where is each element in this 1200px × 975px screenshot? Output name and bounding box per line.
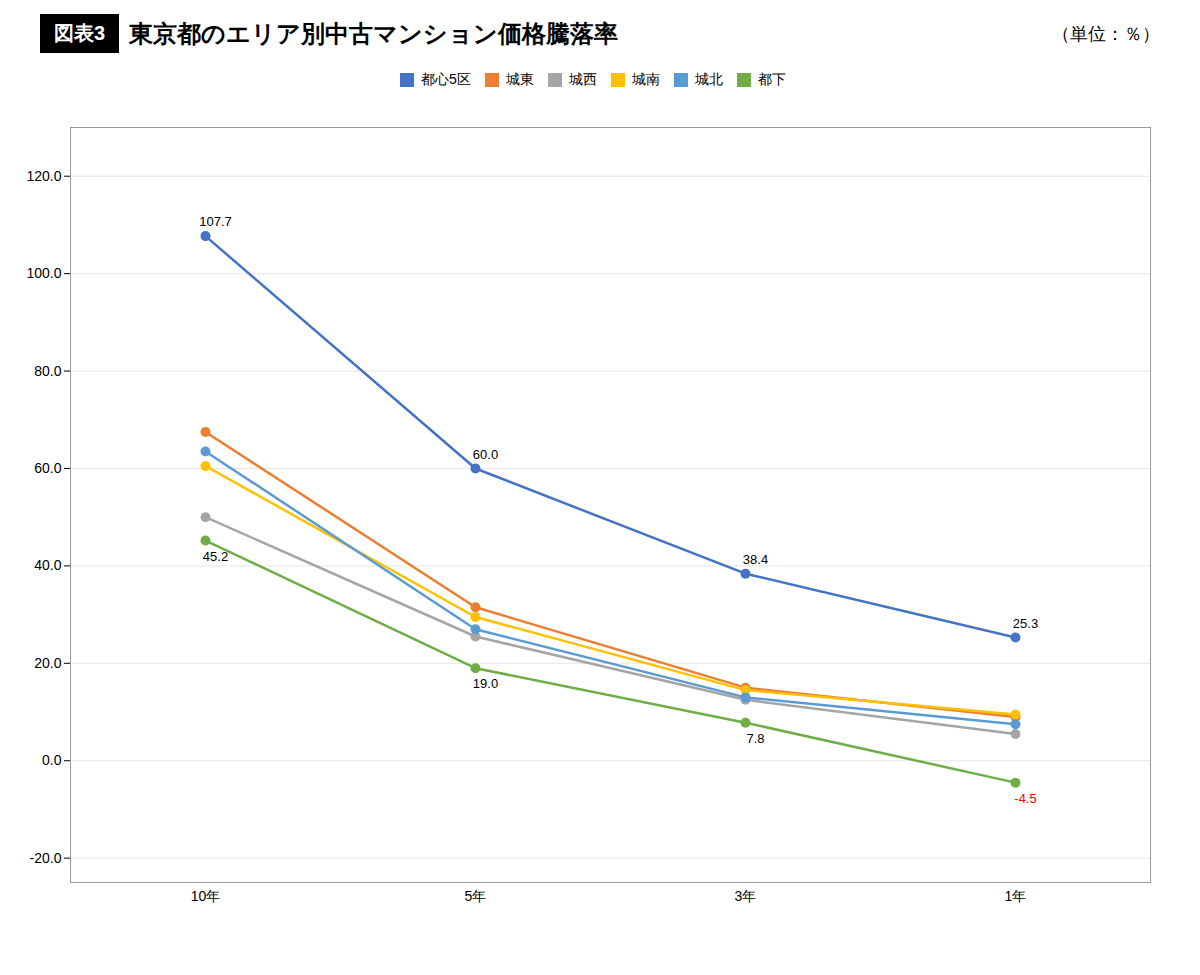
svg-text:40.0: 40.0 <box>34 557 61 573</box>
svg-text:120.0: 120.0 <box>26 168 61 184</box>
html-text:城北: 城北 <box>694 70 723 87</box>
svg-text:-4.5: -4.5 <box>1014 791 1036 806</box>
html-text:都心5区: 都心5区 <box>421 70 471 87</box>
svg-text:45.2: 45.2 <box>203 549 228 564</box>
html-text:図表3: 図表3 <box>54 22 106 44</box>
svg-text:0.0: 0.0 <box>42 752 62 768</box>
html-text:城西: 城西 <box>568 70 597 87</box>
svg-text:107.7: 107.7 <box>199 214 232 229</box>
svg-text:7.8: 7.8 <box>746 731 764 746</box>
svg-text:60.0: 60.0 <box>34 460 61 476</box>
svg-text:60.0: 60.0 <box>473 447 498 462</box>
svg-text:1年: 1年 <box>1005 888 1027 904</box>
svg-text:3年: 3年 <box>735 888 757 904</box>
svg-text:100.0: 100.0 <box>26 265 61 281</box>
html-text:（単位：％）: （単位：％） <box>1052 23 1160 44</box>
svg-text:20.0: 20.0 <box>34 655 61 671</box>
svg-text:-20.0: -20.0 <box>30 850 62 866</box>
svg-text:10年: 10年 <box>191 888 221 904</box>
svg-text:80.0: 80.0 <box>34 363 61 379</box>
svg-text:25.3: 25.3 <box>1013 616 1038 631</box>
html-text:都下: 都下 <box>757 70 786 87</box>
html-text:城南: 城南 <box>631 70 660 87</box>
svg-text:19.0: 19.0 <box>473 676 498 691</box>
html-text:城東: 城東 <box>505 70 534 87</box>
svg-text:5年: 5年 <box>465 888 487 904</box>
svg-text:38.4: 38.4 <box>743 552 768 567</box>
html-text:東京都のエリア別中古マンション価格騰落率: 東京都のエリア別中古マンション価格騰落率 <box>129 19 619 47</box>
